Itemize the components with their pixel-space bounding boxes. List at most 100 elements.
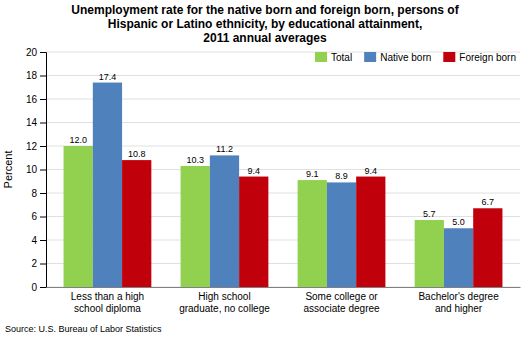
y-tick-label: 16 xyxy=(26,94,38,105)
y-tick: 12 xyxy=(26,141,46,152)
y-tick-label: 0 xyxy=(31,282,37,293)
y-axis-line xyxy=(40,53,47,288)
bar xyxy=(298,180,327,287)
data-label: 17.4 xyxy=(99,72,117,82)
y-tick: 20 xyxy=(26,47,46,58)
bar xyxy=(415,220,444,287)
y-tick: 10 xyxy=(26,164,46,175)
y-tick-mark xyxy=(40,217,46,218)
y-tick-mark xyxy=(40,240,46,241)
data-label: 11.2 xyxy=(216,144,233,154)
grid xyxy=(46,52,520,287)
y-tick-mark xyxy=(40,193,46,194)
title: Unemployment rate for the native born an… xyxy=(71,3,459,45)
bar xyxy=(181,166,210,287)
x-tick-label: Less than a highschool diploma xyxy=(71,291,144,314)
x-tick-label-line: associate degree xyxy=(303,303,380,314)
bar xyxy=(473,208,502,287)
y-tick-label: 18 xyxy=(26,70,38,81)
x-tick-label: High schoolgraduate, no college xyxy=(179,291,270,314)
y-tick-mark xyxy=(40,76,46,77)
bar-series xyxy=(93,83,473,287)
legend-item: Native born xyxy=(364,52,431,63)
legend-swatch xyxy=(443,52,455,62)
y-tick-mark xyxy=(40,52,46,53)
y-tick: 6 xyxy=(31,211,46,222)
y-tick: 0 xyxy=(31,282,46,293)
y-tick: 2 xyxy=(31,258,46,269)
y-tick-label: 2 xyxy=(31,258,37,269)
legend-label: Total xyxy=(331,52,352,63)
y-tick-label: 14 xyxy=(26,117,38,128)
x-tick: Less than a highschool diploma xyxy=(71,291,144,314)
data-label: 8.9 xyxy=(335,171,348,181)
plot: 12.0 10.3 9.1 5.7 17.4 11.2 8.9 5.0 10.8 9.4 9.4 6.… xyxy=(26,47,521,314)
x-tick-label-line: Bachelor's degree xyxy=(418,291,499,302)
y-tick-label: 12 xyxy=(26,141,38,152)
y-tick-mark xyxy=(40,99,46,100)
legend-label: Native born xyxy=(380,52,431,63)
data-label: 5.7 xyxy=(423,209,436,219)
legend-swatch xyxy=(315,52,327,62)
data-label: 9.4 xyxy=(365,166,378,176)
x-tick-label: Some college orassociate degree xyxy=(303,291,380,314)
annotation: Source: U.S. Bureau of Labor Statistics xyxy=(5,324,162,334)
bar xyxy=(239,177,268,287)
data-label: 12.0 xyxy=(69,135,87,145)
x-tick-label: Bachelor's degreeand higher xyxy=(418,291,499,314)
y-tick-mark xyxy=(40,146,46,147)
data-label: 9.4 xyxy=(247,166,260,176)
y-axis: 0 2 4 6 8 10 12 14 16 18 20 xyxy=(26,47,47,293)
legend-swatch xyxy=(364,52,376,62)
y-tick: 14 xyxy=(26,117,46,128)
bar xyxy=(210,155,239,287)
data-label: 5.0 xyxy=(452,217,465,227)
y-tick-mark xyxy=(40,264,46,265)
y-tick: 16 xyxy=(26,94,46,105)
y-tick-label: 10 xyxy=(26,164,38,175)
x-tick-label-line: school diploma xyxy=(74,303,141,314)
x-axis-line xyxy=(47,287,521,288)
data-label: 9.1 xyxy=(306,169,319,179)
y-tick-mark xyxy=(40,287,46,288)
legend-item: Foreign born xyxy=(443,52,516,63)
y-tick-mark xyxy=(40,170,46,171)
legend: Total Native born Foreign born xyxy=(315,52,516,63)
x-tick: Bachelor's degreeand higher xyxy=(418,291,499,314)
y-tick-label: 20 xyxy=(26,47,38,58)
x-axis: Less than a highschool diploma High schoo… xyxy=(47,288,521,314)
y-axis-title: Percent xyxy=(2,151,14,189)
chart: Unemployment rate for the native born an… xyxy=(0,0,530,337)
x-tick-label-line: High school xyxy=(198,291,250,302)
data-labels: 12.0 10.3 9.1 5.7 17.4 11.2 8.9 5.0 10.8 9.4 9.4 6.… xyxy=(69,72,494,228)
title-line: Unemployment rate for the native born an… xyxy=(71,3,459,17)
y-tick-label: 4 xyxy=(31,235,37,246)
x-tick: Some college orassociate degree xyxy=(303,291,380,314)
bar xyxy=(64,146,93,287)
bars xyxy=(64,83,503,287)
x-tick-label-line: Some college or xyxy=(305,291,378,302)
y-tick-label: 6 xyxy=(31,211,37,222)
x-tick-label-line: graduate, no college xyxy=(179,303,270,314)
data-label: 10.3 xyxy=(186,155,204,165)
grid-line xyxy=(46,75,520,76)
data-label: 10.8 xyxy=(128,149,146,159)
x-tick-label-line: Less than a high xyxy=(71,291,144,302)
bar xyxy=(93,83,122,287)
y-tick: 18 xyxy=(26,70,46,81)
x-tick: High schoolgraduate, no college xyxy=(179,291,270,314)
bar xyxy=(444,228,473,287)
bar xyxy=(356,177,385,287)
legend-label: Foreign born xyxy=(459,52,516,63)
y-tick-label: 8 xyxy=(31,188,37,199)
x-tick-label-line: and higher xyxy=(435,303,483,314)
bar xyxy=(327,182,356,287)
y-tick: 8 xyxy=(31,188,46,199)
bar xyxy=(122,160,151,287)
bar-series xyxy=(122,160,502,287)
data-label: 6.7 xyxy=(482,197,495,207)
legend-item: Total xyxy=(315,52,352,63)
y-tick: 4 xyxy=(31,235,46,246)
y-tick-mark xyxy=(40,123,46,124)
title-line: Hispanic or Latino ethnicity, by educati… xyxy=(108,17,423,31)
